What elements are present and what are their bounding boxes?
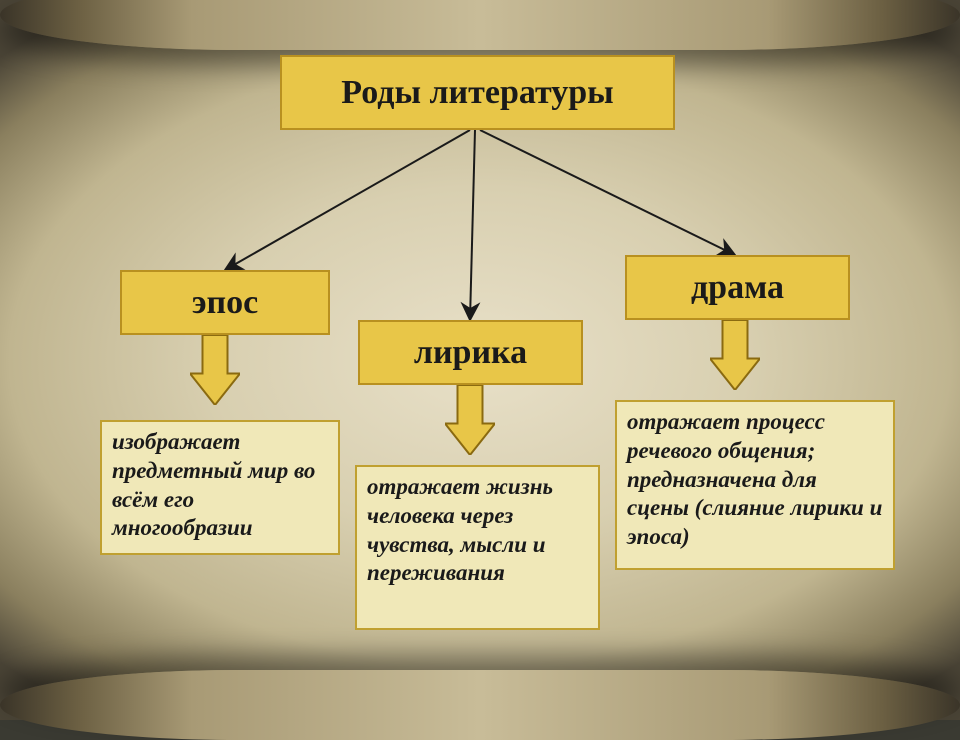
desc-text: отражает процесс речевого общения; предн… (627, 409, 882, 549)
branch-node-lirika: лирика (358, 320, 583, 385)
branch-label: драма (691, 269, 784, 307)
block-arrow-lirika (445, 385, 495, 455)
branch-node-drama: драма (625, 255, 850, 320)
branch-label: лирика (414, 334, 527, 372)
block-arrow-drama (710, 320, 760, 390)
branch-label: эпос (192, 284, 258, 322)
branch-node-epos: эпос (120, 270, 330, 335)
block-arrow-epos (190, 335, 240, 405)
root-node: Роды литературы (280, 55, 675, 130)
desc-box-epos: изображает предметный мир во всём его мн… (100, 420, 340, 555)
desc-box-drama: отражает процесс речевого общения; предн… (615, 400, 895, 570)
desc-text: изображает предметный мир во всём его мн… (112, 429, 315, 540)
desc-text: отражает жизнь человека через чувства, м… (367, 474, 553, 585)
root-label: Роды литературы (341, 74, 613, 112)
desc-box-lirika: отражает жизнь человека через чувства, м… (355, 465, 600, 630)
